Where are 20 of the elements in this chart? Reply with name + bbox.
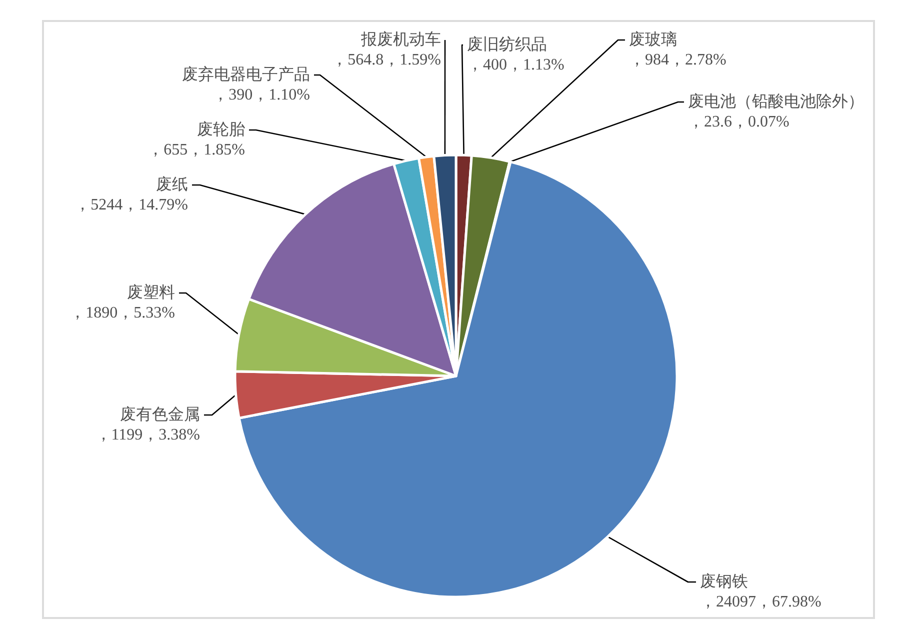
data-label: ，24097，67.98% [700,594,822,610]
data-label: ，23.6，0.07% [688,114,790,130]
slice-label: 废塑料 [127,284,175,302]
slice-label: 废弃电器电子产品 [182,66,310,84]
data-label: ，400，1.13% [467,56,564,74]
data-label: ，984，2.78% [629,52,726,68]
slice-label: 废纸 [156,176,188,194]
slice-label: 废旧纺织品 [467,36,547,54]
slice-label: 报废机动车 [360,30,441,48]
data-label: ，564.8，1.59% [332,52,441,68]
data-label: ，1199，3.38% [95,426,200,444]
slice-label: 废钢铁 [700,572,748,590]
slice-label: 废有色金属 [120,406,200,424]
slice-label: 废轮胎 [197,120,245,138]
data-label: ，1890，5.33% [70,304,175,322]
slice-label: 废电池（铅酸电池除外） [688,92,864,110]
data-label: ，655，1.85% [148,142,245,158]
data-label: ，5244，14.79% [74,196,188,214]
slice-label: 废玻璃 [629,30,677,48]
data-label: ，390，1.10% [212,86,310,104]
